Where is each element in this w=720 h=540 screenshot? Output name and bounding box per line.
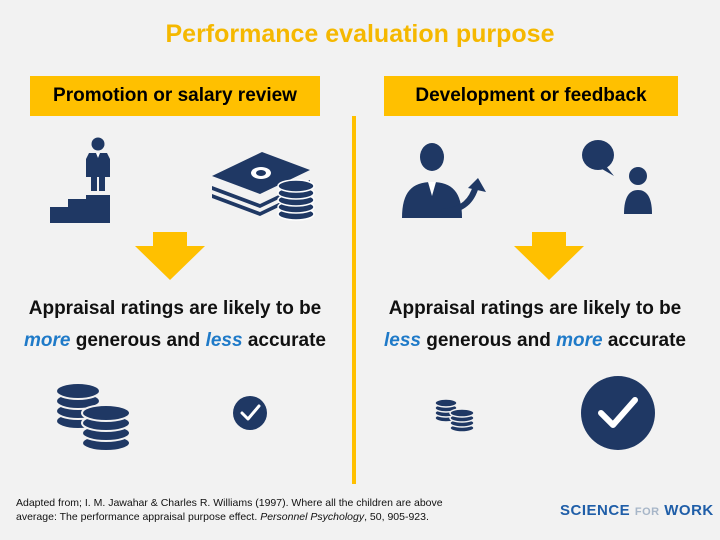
statement-line: Appraisal ratings are likely to be <box>28 298 322 319</box>
small-coins-icon <box>434 398 475 433</box>
feedback-chat-icon <box>582 140 652 214</box>
statement-text: generous and <box>420 330 557 351</box>
promotion-heading: Promotion or salary review <box>30 76 320 116</box>
statement-line: less generous and more accurate <box>370 325 700 357</box>
citation-text: Adapted from; I. M. Jawahar & Charles R.… <box>16 497 443 523</box>
promotion-stairs-icon <box>50 137 110 223</box>
money-stack-icon <box>212 152 315 221</box>
down-arrow-icon <box>135 232 205 280</box>
large-check-icon <box>581 376 655 450</box>
page-title: Performance evaluation purpose <box>165 20 555 48</box>
small-check-icon <box>233 396 267 430</box>
citation-text: , 50, 905-923. <box>364 511 429 523</box>
citation: Adapted from; I. M. Jawahar & Charles R.… <box>16 496 486 524</box>
highlight-word: more <box>556 330 603 351</box>
highlight-word: less <box>205 330 243 351</box>
logo-word: FOR <box>634 506 660 518</box>
divider <box>352 116 356 484</box>
citation-journal: Personnel Psychology <box>260 511 365 523</box>
statement-line: Appraisal ratings are likely to be <box>388 298 682 319</box>
promotion-statement: Appraisal ratings are likely to be more … <box>10 293 340 357</box>
large-coins-icon <box>55 382 131 452</box>
statement-line: more generous and less accurate <box>10 325 340 357</box>
development-heading: Development or feedback <box>384 76 678 116</box>
statement-text: accurate <box>602 330 687 351</box>
highlight-word: more <box>23 330 71 351</box>
statement-text: accurate <box>242 330 327 351</box>
highlight-word: less <box>383 330 421 351</box>
development-statement: Appraisal ratings are likely to be less … <box>370 293 700 357</box>
down-arrow-icon <box>514 232 584 280</box>
growth-person-icon <box>402 143 486 218</box>
logo-word: WORK <box>664 502 714 519</box>
statement-text: generous and <box>70 330 206 351</box>
logo-word: SCIENCE <box>560 502 631 519</box>
science-for-work-logo: SCIENCE FOR WORK <box>560 502 714 526</box>
